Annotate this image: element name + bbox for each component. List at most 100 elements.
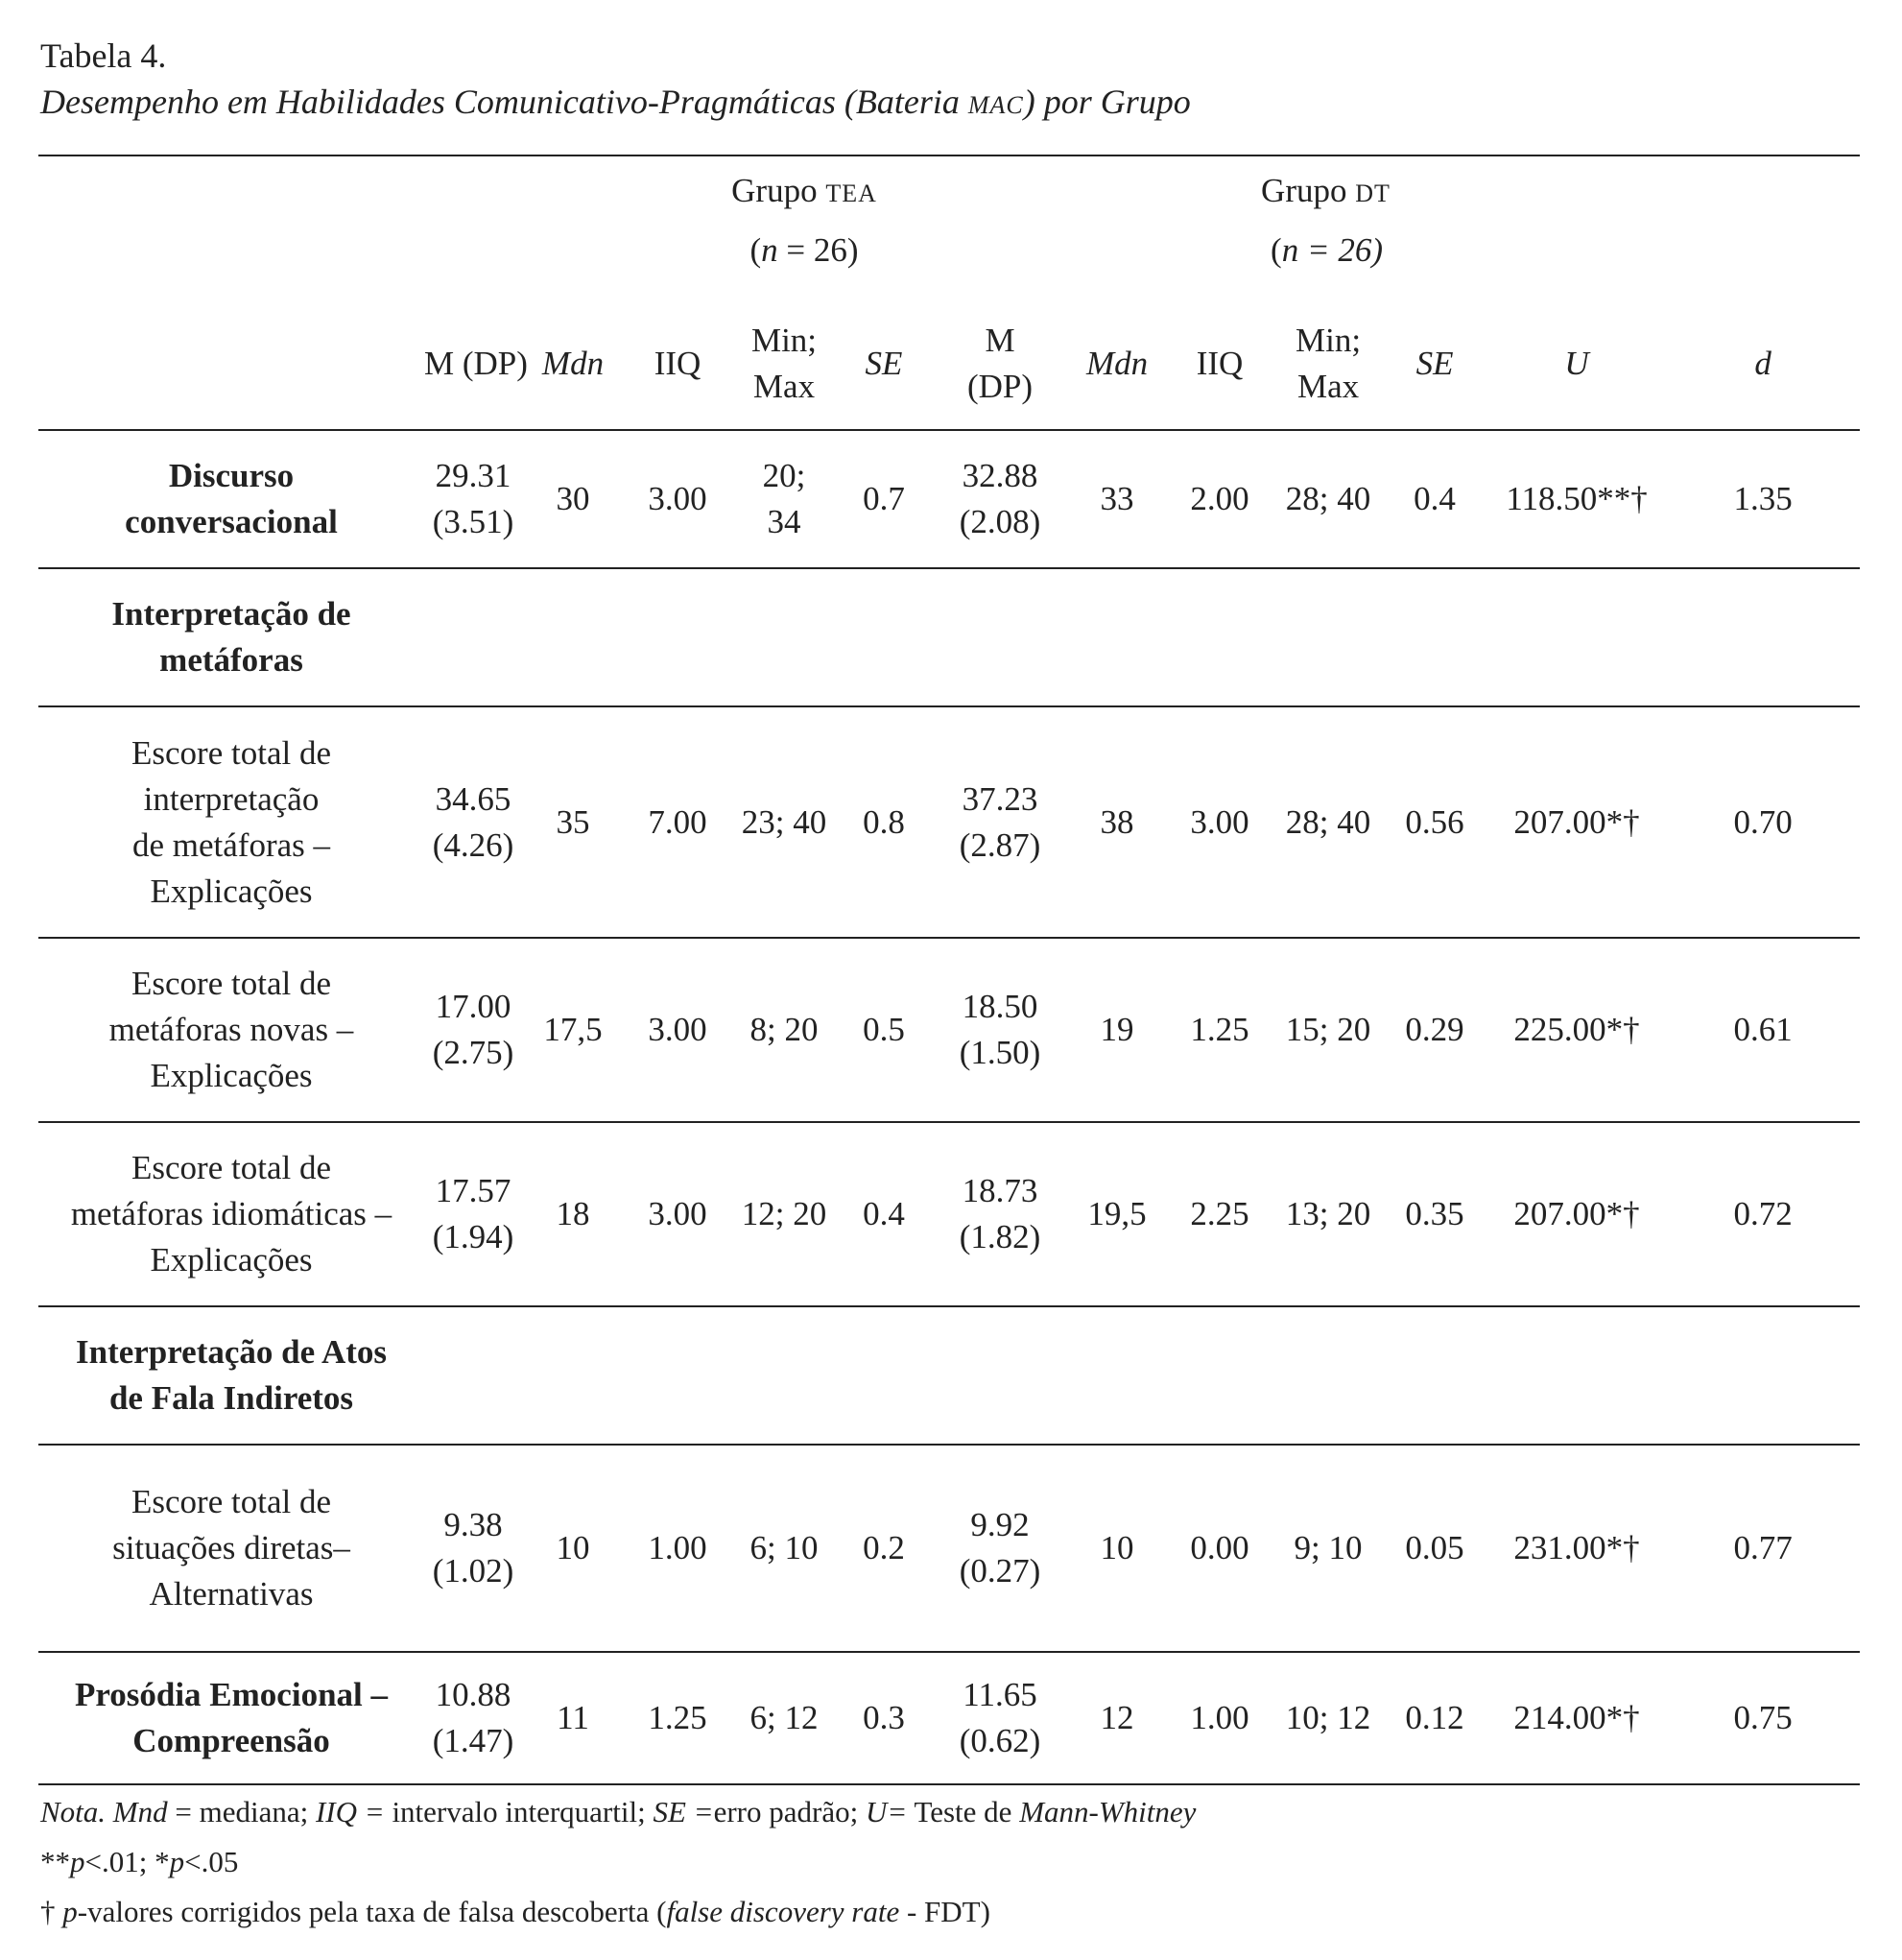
cell-dt-se: 0.05 (1382, 1445, 1488, 1653)
note-run: IIQ = (315, 1795, 385, 1829)
table-title: Desempenho em Habilidades Comunicativo-P… (40, 79, 1191, 129)
cell-u: 207.00*† (1487, 1122, 1667, 1307)
cell-dt-se: 0.29 (1382, 938, 1488, 1123)
cell-dt-m: 11.65 (0.62) (931, 1652, 1070, 1785)
cell-u: 231.00*† (1487, 1445, 1667, 1653)
cell-u: 118.50**† (1487, 430, 1667, 569)
note-run: erro padrão; (713, 1795, 866, 1829)
cell-dt-minmax: 9; 10 (1274, 1445, 1383, 1653)
group-header-row: Grupo TEA Grupo DT (38, 155, 1861, 227)
row-escore-interpretacao-metaforas: Escore total de interpretação de metáforas… (38, 706, 1861, 939)
cell-dt-se: 0.12 (1382, 1652, 1488, 1785)
cell-dt-mdn: 19 (1069, 938, 1166, 1123)
cell-dt-iiq: 0.00 (1165, 1445, 1275, 1653)
col-tea-se: SE (837, 299, 931, 431)
cell-tea-m: 17.00 (2.75) (424, 938, 522, 1123)
cell-tea-se: 0.2 (837, 1445, 931, 1653)
cell-dt-mdn: 38 (1069, 706, 1166, 939)
section-atos-fala-indiretos: Interpretação de Atos de Fala Indiretos (38, 1306, 1861, 1446)
cell-tea-mdn: 10 (522, 1445, 624, 1653)
cell-dt-minmax: 28; 40 (1274, 706, 1383, 939)
note-run: <.01; * (84, 1845, 170, 1878)
cell-tea-iiq: 3.00 (624, 1122, 731, 1307)
note-line-2: **p<.01; *p<.05 (40, 1837, 1196, 1887)
table-number: Tabela 4. (40, 36, 167, 75)
row-discurso-conversacional: Discurso conversacional 29.31 (3.51) 30 3.… (38, 430, 1861, 569)
cell-tea-iiq: 1.00 (624, 1445, 731, 1653)
cell-d: 1.35 (1666, 430, 1861, 569)
note-run: p (70, 1845, 85, 1878)
cell-d: 0.72 (1666, 1122, 1861, 1307)
group-n-row: (n = 26) (n = 26) (38, 227, 1860, 299)
note-run: † (40, 1895, 63, 1928)
cell-dt-se: 0.35 (1382, 1122, 1488, 1307)
note-run: p (62, 1895, 78, 1928)
row-escore-metaforas-novas: Escore total de metáforas novas – Explicaç… (38, 938, 1861, 1123)
cell-u: 207.00*† (1487, 706, 1667, 939)
cell-tea-m: 17.57 (1.94) (424, 1122, 522, 1307)
cell-dt-minmax: 28; 40 (1274, 430, 1383, 569)
column-header-row: M (DP) Mdn IIQ Min; Max SE M (DP) Mdn IIQ … (38, 299, 1861, 431)
row-label: Escore total de metáforas idiomáticas – Ex… (38, 1122, 424, 1307)
note-run: Mann-Whitney (1019, 1795, 1197, 1829)
cell-tea-mdn: 17,5 (522, 938, 624, 1123)
cell-tea-mdn: 30 (522, 430, 624, 569)
note-run: - FDT) (899, 1895, 990, 1928)
row-prosodia-emocional: Prosódia Emocional – Compreensão 10.88 (1.… (38, 1652, 1861, 1785)
cell-tea-iiq: 3.00 (624, 430, 731, 569)
note-run: false discovery rate (666, 1895, 900, 1928)
cell-tea-minmax: 6; 12 (731, 1652, 837, 1785)
note-run: SE = (653, 1795, 714, 1829)
table-caption: Tabela 4. Desempenho em Habilidades Comu… (40, 33, 1191, 129)
note-run: ** (40, 1845, 70, 1878)
cell-tea-minmax: 20; 34 (731, 430, 837, 569)
cell-dt-se: 0.4 (1382, 430, 1488, 569)
note-run: <.05 (184, 1845, 239, 1878)
cell-tea-minmax: 6; 10 (731, 1445, 837, 1653)
cell-tea-minmax: 8; 20 (731, 938, 837, 1123)
cell-d: 0.70 (1666, 706, 1861, 939)
cell-tea-minmax: 23; 40 (731, 706, 837, 939)
cell-tea-se: 0.4 (837, 1122, 931, 1307)
col-dt-se: SE (1382, 299, 1488, 431)
row-label: Escore total de situações diretas– Alterna… (38, 1445, 424, 1653)
title-abbrev: MAC (967, 91, 1024, 119)
cell-tea-iiq: 1.25 (624, 1652, 731, 1785)
cell-tea-iiq: 7.00 (624, 706, 731, 939)
cell-tea-mdn: 35 (522, 706, 624, 939)
row-escore-situacoes-diretas: Escore total de situações diretas– Alterna… (38, 1445, 1861, 1653)
cell-dt-iiq: 3.00 (1165, 706, 1275, 939)
note-run: Teste de (907, 1795, 1020, 1829)
note-run: = mediana; (167, 1795, 316, 1829)
col-tea-m: M (DP) (424, 299, 528, 431)
row-label: Discurso conversacional (38, 430, 424, 569)
cell-dt-m: 18.73 (1.82) (931, 1122, 1070, 1307)
title-part2: ) por Grupo (1023, 83, 1191, 121)
note-line-3: † p-valores corrigidos pela taxa de fals… (40, 1887, 1196, 1937)
col-dt-mdn: Mdn (1069, 299, 1166, 431)
cell-d: 0.75 (1666, 1652, 1861, 1785)
table-notes: Nota. Mnd = mediana; IIQ = intervalo int… (40, 1787, 1196, 1937)
section-interpretacao-metaforas: Interpretação de metáforas (38, 568, 1861, 707)
section-label: Interpretação de Atos de Fala Indiretos (38, 1306, 424, 1446)
cell-tea-se: 0.5 (837, 938, 931, 1123)
cell-tea-m: 34.65 (4.26) (424, 706, 522, 939)
cell-dt-mdn: 10 (1069, 1445, 1166, 1653)
cell-tea-iiq: 3.00 (624, 938, 731, 1123)
cell-tea-m: 10.88 (1.47) (424, 1652, 522, 1785)
section-label: Interpretação de metáforas (38, 568, 424, 707)
col-tea-mdn: Mdn (522, 299, 624, 431)
group-tea-name: Grupo TEA (424, 155, 1070, 227)
cell-dt-m: 9.92 (0.27) (931, 1445, 1070, 1653)
cell-dt-iiq: 1.00 (1165, 1652, 1275, 1785)
col-dt-iiq: IIQ (1165, 299, 1275, 431)
cell-dt-m: 18.50 (1.50) (931, 938, 1070, 1123)
note-run: -valores corrigidos pela taxa de falsa d… (77, 1895, 667, 1928)
cell-dt-m: 32.88 (2.08) (931, 430, 1070, 569)
cell-dt-minmax: 10; 12 (1274, 1652, 1383, 1785)
cell-tea-mdn: 11 (522, 1652, 624, 1785)
row-label: Escore total de interpretação de metáforas… (38, 706, 424, 939)
cell-dt-minmax: 13; 20 (1274, 1122, 1383, 1307)
col-tea-iiq: IIQ (624, 299, 731, 431)
group-tea-n: (n = 26) (749, 231, 859, 269)
